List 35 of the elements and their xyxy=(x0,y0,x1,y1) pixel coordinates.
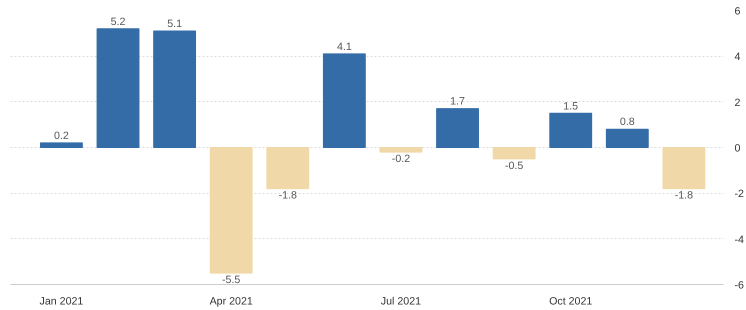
bar xyxy=(549,112,592,148)
x-tick-label: Jan 2021 xyxy=(40,296,84,308)
data-label: -0.5 xyxy=(504,160,524,172)
data-label: 5.1 xyxy=(167,18,182,30)
data-label: -1.8 xyxy=(278,190,298,202)
y-tick-label: 6 xyxy=(734,6,740,18)
data-label: 0.2 xyxy=(54,130,69,142)
bar xyxy=(322,53,366,148)
x-tick-label: Oct 2021 xyxy=(549,296,592,308)
x-tick-label: Jul 2021 xyxy=(380,296,422,308)
bar xyxy=(436,108,479,148)
bar xyxy=(606,128,649,148)
bar xyxy=(492,147,536,160)
y-tick-label: 2 xyxy=(734,96,740,109)
data-label: 1.7 xyxy=(450,96,466,108)
data-label: 1.5 xyxy=(563,100,578,112)
data-label: 4.1 xyxy=(336,40,352,53)
data-label: -5.5 xyxy=(222,274,240,286)
bar xyxy=(210,147,253,274)
data-label: -1.8 xyxy=(674,190,694,202)
bar xyxy=(266,147,310,190)
data-label: 5.2 xyxy=(110,16,126,28)
data-label: 0.8 xyxy=(620,116,635,128)
bar xyxy=(662,147,706,190)
y-tick-label: -2 xyxy=(734,188,744,200)
y-tick-label: 0 xyxy=(734,142,740,154)
y-tick-label: -4 xyxy=(734,234,744,246)
x-tick-label: Apr 2021 xyxy=(210,296,253,308)
data-label: -0.2 xyxy=(392,153,410,166)
y-tick-label: -6 xyxy=(734,280,744,292)
bar xyxy=(40,142,83,148)
bar xyxy=(96,28,140,148)
bar xyxy=(153,30,196,148)
y-tick-label: 4 xyxy=(734,51,740,64)
bar xyxy=(380,147,422,153)
